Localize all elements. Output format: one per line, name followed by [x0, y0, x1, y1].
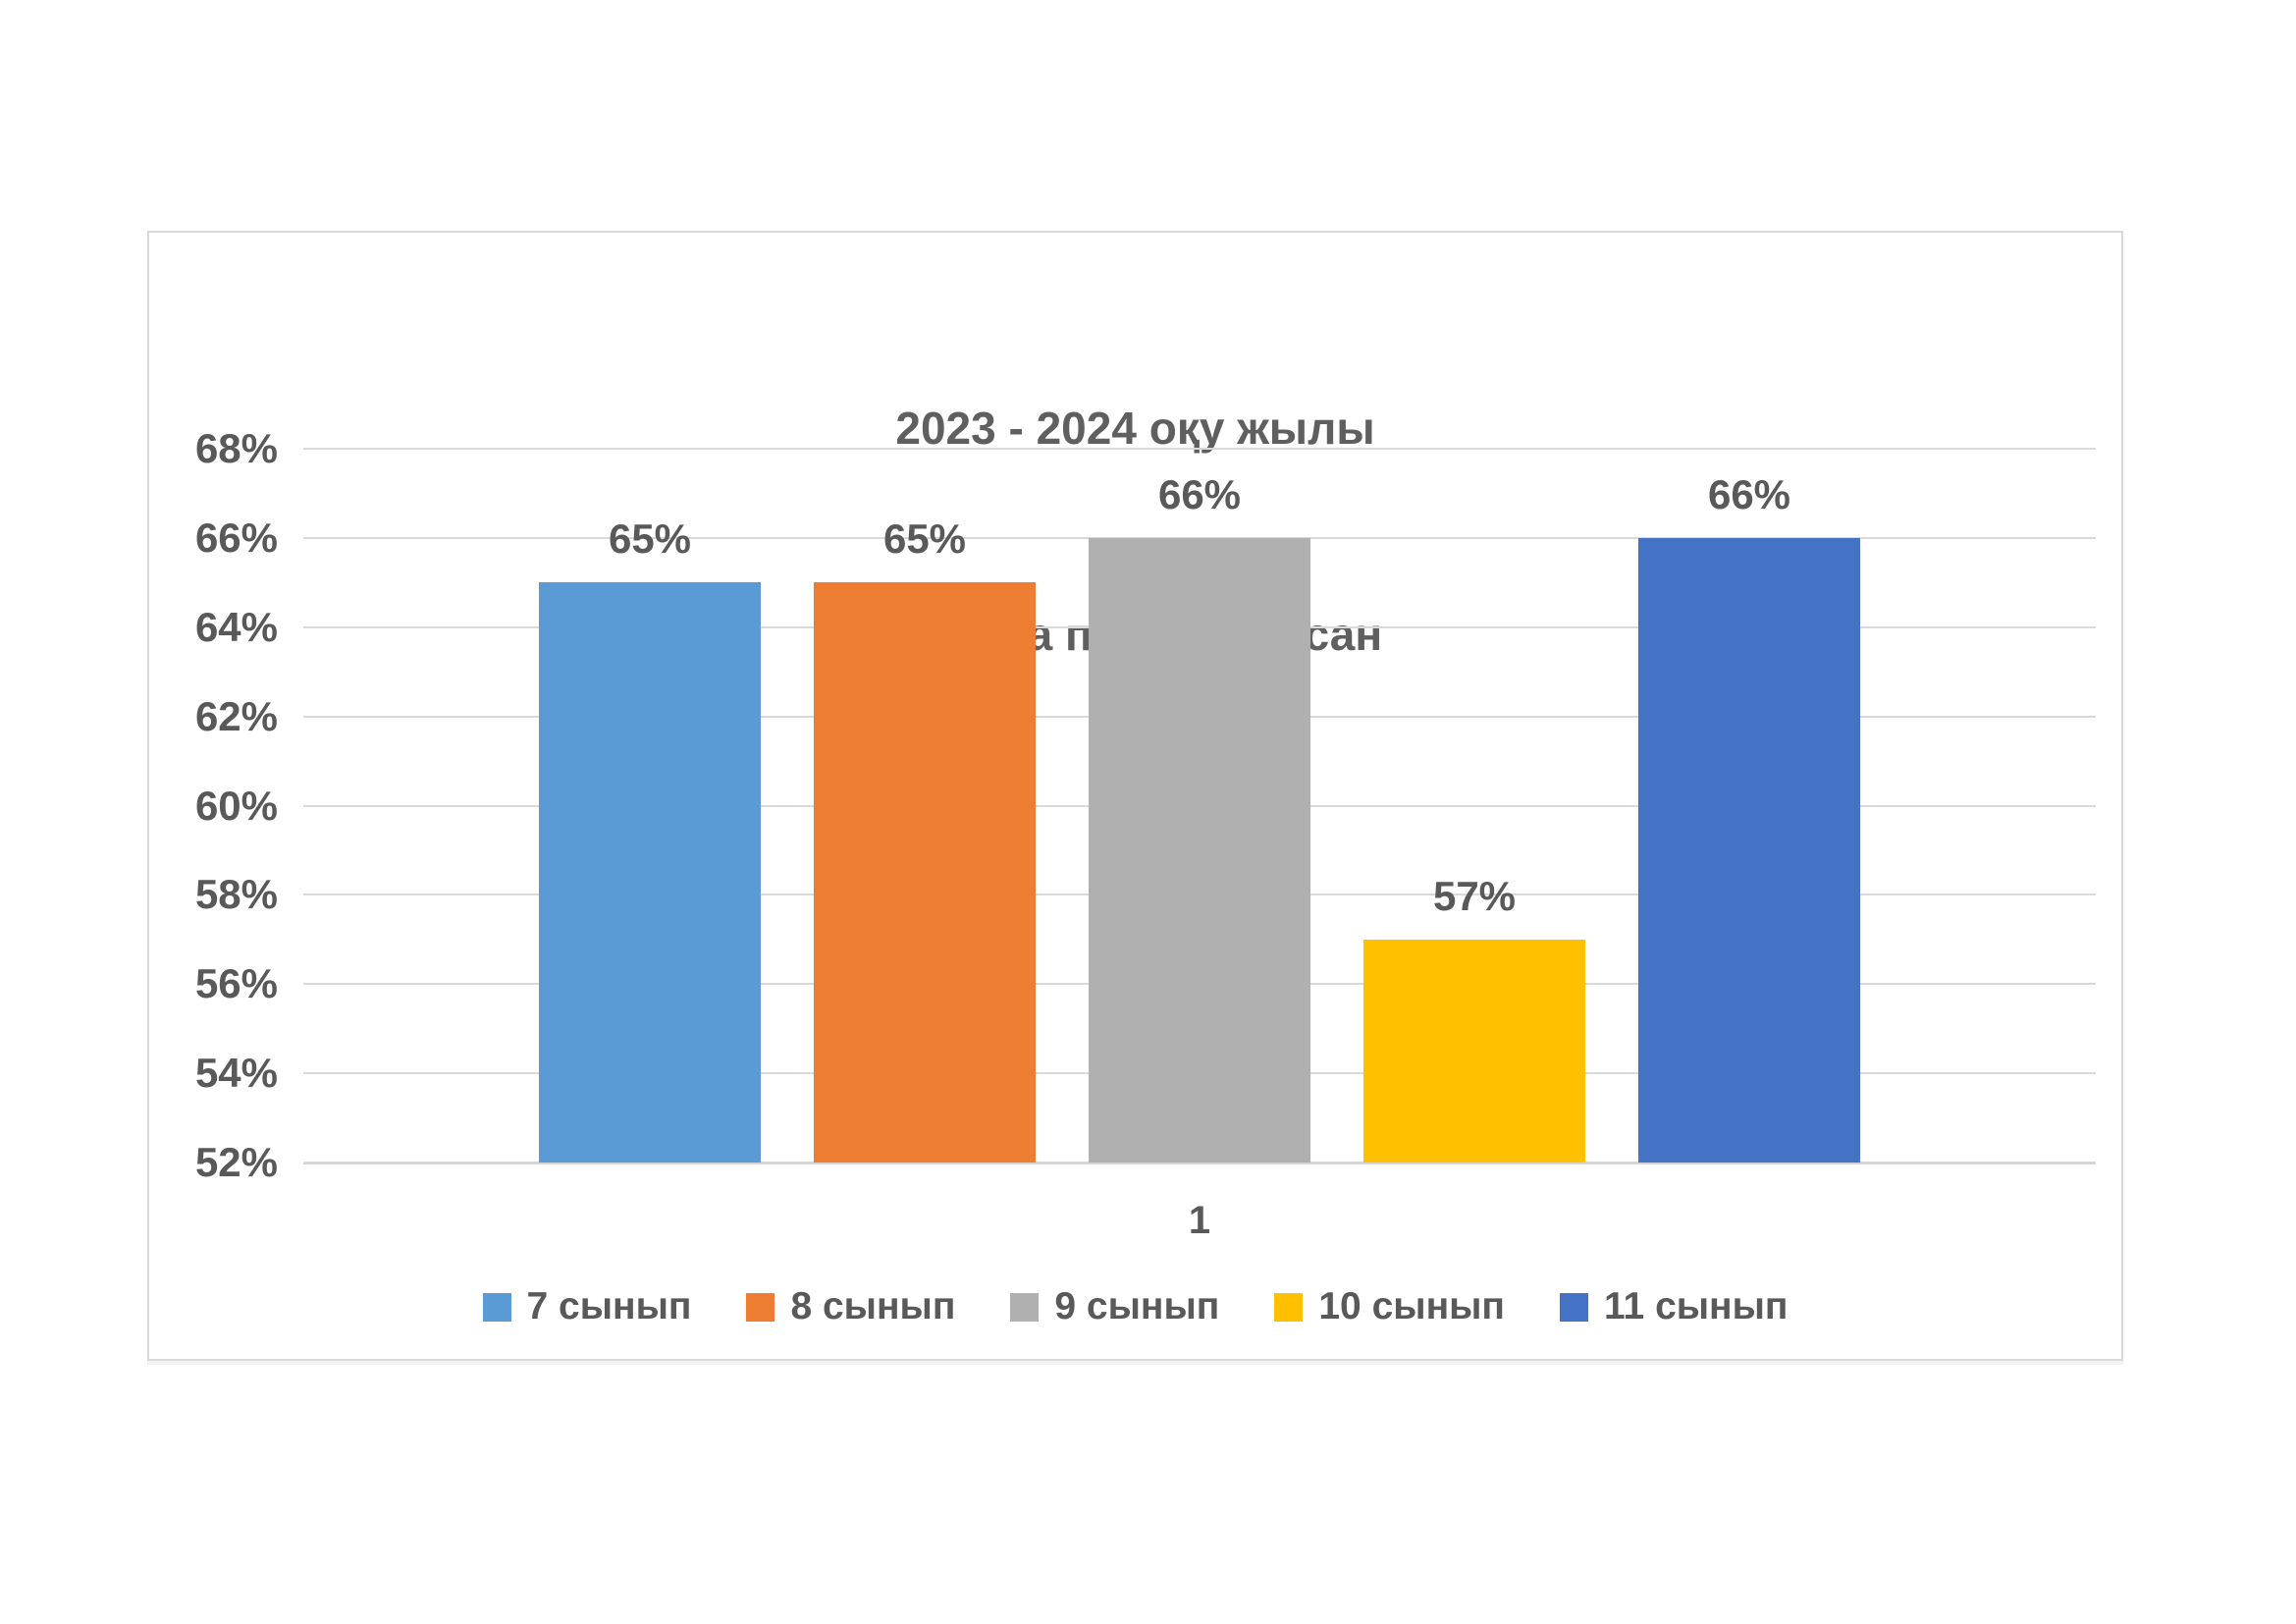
y-tick-label: 68% [194, 425, 278, 471]
legend-label: 10 сынып [1318, 1285, 1505, 1327]
chart-title: 2023 - 2024 оқу жылы [895, 403, 1375, 454]
bar-9-сынып [1089, 538, 1310, 1163]
legend-item-9-сынып: 9 сынып [1010, 1285, 1219, 1328]
legend-item-11-сынып: 11 сынып [1560, 1285, 1788, 1328]
y-tick-label: 60% [194, 782, 278, 829]
legend-label: 9 сынып [1054, 1285, 1220, 1327]
legend-label: 8 сынып [790, 1285, 956, 1327]
y-tick-label: 52% [194, 1139, 278, 1185]
y-tick-label: 54% [194, 1050, 278, 1097]
bar-10-сынып [1363, 940, 1585, 1163]
bar-7-сынып [539, 582, 761, 1163]
legend-marker-icon [746, 1292, 775, 1322]
y-tick-label: 58% [194, 871, 278, 918]
legend-label: 11 сынып [1604, 1285, 1789, 1327]
legend-item-10-сынып: 10 сынып [1274, 1285, 1505, 1328]
bar-data-label: 66% [1157, 471, 1242, 517]
legend-label: 7 сынып [526, 1285, 692, 1327]
legend-item-8-сынып: 8 сынып [746, 1285, 955, 1328]
y-tick-label: 64% [194, 603, 278, 650]
y-tick-label: 56% [194, 960, 278, 1007]
legend-marker-icon [1274, 1292, 1304, 1322]
bar-8-сынып [814, 582, 1036, 1163]
legend: 7 сынып 8 сынып 9 сынып 10 сынып 11 сынып [149, 1285, 2121, 1328]
legend-marker-icon [482, 1292, 511, 1322]
bar-data-label: 66% [1707, 471, 1791, 517]
gridline [303, 536, 2096, 539]
legend-item-7-сынып: 7 сынып [482, 1285, 692, 1328]
bar-11-сынып [1638, 538, 1860, 1163]
legend-marker-icon [1010, 1292, 1040, 1322]
bar-data-label: 65% [608, 515, 692, 562]
gridline [303, 448, 2096, 450]
gridline [303, 1162, 2096, 1164]
bar-data-label: 57% [1432, 873, 1517, 919]
plot-area: 65% 65% 66% 57% 66% [303, 448, 2096, 1164]
legend-marker-icon [1560, 1292, 1588, 1322]
bar-chart: 2023 - 2024 оқу жылы Физика пәні I тоқса… [147, 231, 2123, 1361]
x-axis-category-label: 1 [1188, 1199, 1211, 1242]
bar-data-label: 65% [882, 515, 967, 562]
y-tick-label: 62% [194, 692, 278, 739]
y-tick-label: 66% [194, 514, 278, 561]
